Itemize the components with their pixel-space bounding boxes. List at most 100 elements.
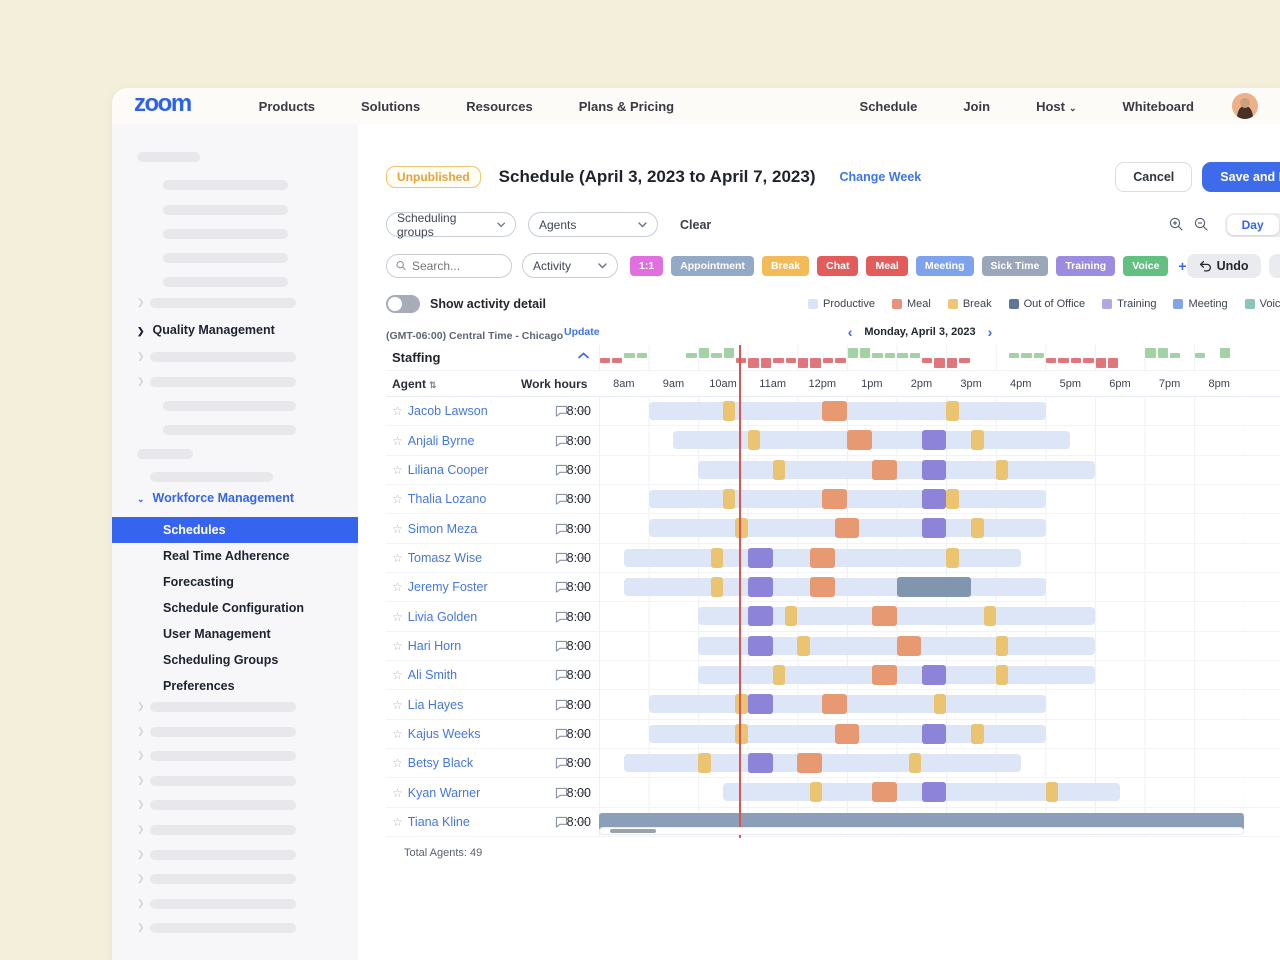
horizontal-scrollbar[interactable] bbox=[599, 827, 1244, 836]
agent-name-link[interactable]: Simon Meza bbox=[407, 521, 478, 536]
undo-button[interactable]: Undo bbox=[1186, 253, 1261, 278]
break-segment[interactable] bbox=[735, 694, 748, 715]
meal-segment[interactable] bbox=[834, 723, 860, 744]
break-segment[interactable] bbox=[710, 577, 724, 598]
favorite-star-icon[interactable]: ☆ bbox=[392, 726, 403, 741]
more-options-icon[interactable]: ⋯ bbox=[575, 403, 589, 419]
agent-timeline[interactable] bbox=[599, 514, 1244, 543]
nav-item-solutions[interactable]: Solutions bbox=[361, 98, 421, 114]
agent-timeline[interactable] bbox=[599, 690, 1244, 719]
zoom-in-icon[interactable] bbox=[1169, 217, 1184, 232]
add-activity-button[interactable]: + bbox=[1178, 257, 1187, 274]
chat-bubble-icon[interactable] bbox=[555, 464, 568, 476]
meal-segment[interactable] bbox=[822, 489, 848, 510]
nav-item-plans-pricing[interactable]: Plans & Pricing bbox=[578, 98, 675, 114]
productive-shift-bar[interactable] bbox=[623, 754, 1021, 773]
break-segment[interactable] bbox=[971, 518, 984, 539]
break-segment[interactable] bbox=[797, 635, 810, 656]
full_ooo-segment[interactable] bbox=[599, 812, 1244, 831]
redo-button[interactable]: Redo bbox=[1268, 253, 1280, 278]
favorite-star-icon[interactable]: ☆ bbox=[392, 668, 403, 683]
agent-name-link[interactable]: Hari Horn bbox=[407, 638, 462, 653]
show-activity-detail-toggle[interactable] bbox=[386, 295, 420, 313]
training-segment[interactable] bbox=[921, 430, 947, 451]
more-options-icon[interactable]: ⋯ bbox=[575, 432, 589, 448]
break-segment[interactable] bbox=[971, 723, 984, 744]
training-segment[interactable] bbox=[921, 518, 947, 539]
break-segment[interactable] bbox=[710, 547, 724, 568]
break-segment[interactable] bbox=[995, 635, 1009, 656]
chat-bubble-icon[interactable] bbox=[555, 728, 568, 740]
agent-timeline[interactable] bbox=[599, 602, 1244, 631]
favorite-star-icon[interactable]: ☆ bbox=[392, 609, 403, 624]
productive-shift-bar[interactable] bbox=[623, 578, 1046, 597]
agent-column-header[interactable]: Agent ⇅ bbox=[392, 377, 437, 391]
break-segment[interactable] bbox=[933, 694, 947, 715]
agent-name-link[interactable]: Jeremy Foster bbox=[407, 580, 488, 595]
break-segment[interactable] bbox=[785, 606, 798, 627]
break-segment[interactable] bbox=[735, 518, 748, 539]
ooo-segment[interactable] bbox=[896, 577, 972, 598]
break-segment[interactable] bbox=[909, 753, 922, 774]
favorite-star-icon[interactable]: ☆ bbox=[392, 404, 403, 419]
training-segment[interactable] bbox=[747, 547, 773, 568]
zoom-logo[interactable]: zoom bbox=[134, 90, 192, 117]
break-segment[interactable] bbox=[971, 430, 984, 451]
agent-name-link[interactable]: Betsy Black bbox=[407, 756, 474, 771]
break-segment[interactable] bbox=[723, 489, 736, 510]
agent-name-link[interactable]: Tiana Kline bbox=[407, 814, 470, 829]
update-timezone-link[interactable]: Update bbox=[564, 326, 600, 338]
chat-bubble-icon[interactable] bbox=[555, 640, 568, 652]
meal-segment[interactable] bbox=[809, 577, 835, 598]
meal-segment[interactable] bbox=[871, 606, 897, 627]
meal-segment[interactable] bbox=[871, 665, 897, 686]
more-options-icon[interactable]: ⋯ bbox=[575, 579, 589, 595]
meal-segment[interactable] bbox=[822, 401, 848, 421]
search-box[interactable] bbox=[386, 253, 512, 278]
break-segment[interactable] bbox=[723, 401, 736, 421]
more-options-icon[interactable]: ⋯ bbox=[575, 813, 589, 829]
sidebar-item-schedule-configuration[interactable]: Schedule Configuration bbox=[163, 601, 304, 615]
more-options-icon[interactable]: ⋯ bbox=[575, 784, 589, 800]
nav-item-products[interactable]: Products bbox=[258, 98, 316, 114]
more-options-icon[interactable]: ⋯ bbox=[575, 461, 589, 477]
agent-name-link[interactable]: Ali Smith bbox=[407, 668, 458, 683]
agent-timeline[interactable] bbox=[599, 661, 1244, 690]
favorite-star-icon[interactable]: ☆ bbox=[392, 814, 403, 829]
sidebar-item-scheduling-groups[interactable]: Scheduling Groups bbox=[163, 653, 279, 667]
chip-1-1[interactable]: 1:1 bbox=[630, 255, 664, 276]
training-segment[interactable] bbox=[747, 577, 773, 598]
agent-name-link[interactable]: Kajus Weeks bbox=[407, 726, 481, 741]
sort-icon[interactable]: ⇅ bbox=[429, 380, 437, 390]
training-segment[interactable] bbox=[921, 665, 947, 686]
chat-bubble-icon[interactable] bbox=[555, 669, 568, 681]
nav-item-schedule[interactable]: Schedule bbox=[859, 98, 918, 114]
meal-segment[interactable] bbox=[797, 753, 823, 774]
chat-bubble-icon[interactable] bbox=[555, 523, 568, 535]
productive-shift-bar[interactable] bbox=[673, 431, 1071, 450]
productive-shift-bar[interactable] bbox=[723, 783, 1120, 802]
chat-bubble-icon[interactable] bbox=[555, 405, 568, 417]
agent-name-link[interactable]: Thalia Lozano bbox=[407, 492, 487, 507]
change-week-link[interactable]: Change Week bbox=[839, 170, 922, 184]
scheduling-groups-select[interactable]: Scheduling groups bbox=[386, 211, 516, 239]
favorite-star-icon[interactable]: ☆ bbox=[392, 550, 403, 565]
chip-appointment[interactable]: Appointment bbox=[671, 255, 754, 276]
meal-segment[interactable] bbox=[896, 635, 922, 656]
chat-bubble-icon[interactable] bbox=[555, 581, 568, 593]
break-segment[interactable] bbox=[946, 401, 959, 421]
break-segment[interactable] bbox=[809, 782, 823, 803]
training-segment[interactable] bbox=[921, 459, 947, 480]
chip-chat[interactable]: Chat bbox=[817, 255, 859, 276]
chat-bubble-icon[interactable] bbox=[555, 611, 568, 623]
zoom-out-icon[interactable] bbox=[1194, 217, 1209, 232]
previous-day-button[interactable]: ‹ bbox=[847, 324, 853, 340]
break-segment[interactable] bbox=[946, 547, 959, 568]
more-options-icon[interactable]: ⋯ bbox=[575, 725, 589, 741]
training-segment[interactable] bbox=[747, 635, 773, 656]
break-segment[interactable] bbox=[983, 606, 996, 627]
meal-segment[interactable] bbox=[809, 547, 835, 568]
favorite-star-icon[interactable]: ☆ bbox=[392, 697, 403, 712]
chip-break[interactable]: Break bbox=[761, 255, 810, 276]
training-segment[interactable] bbox=[747, 694, 773, 715]
